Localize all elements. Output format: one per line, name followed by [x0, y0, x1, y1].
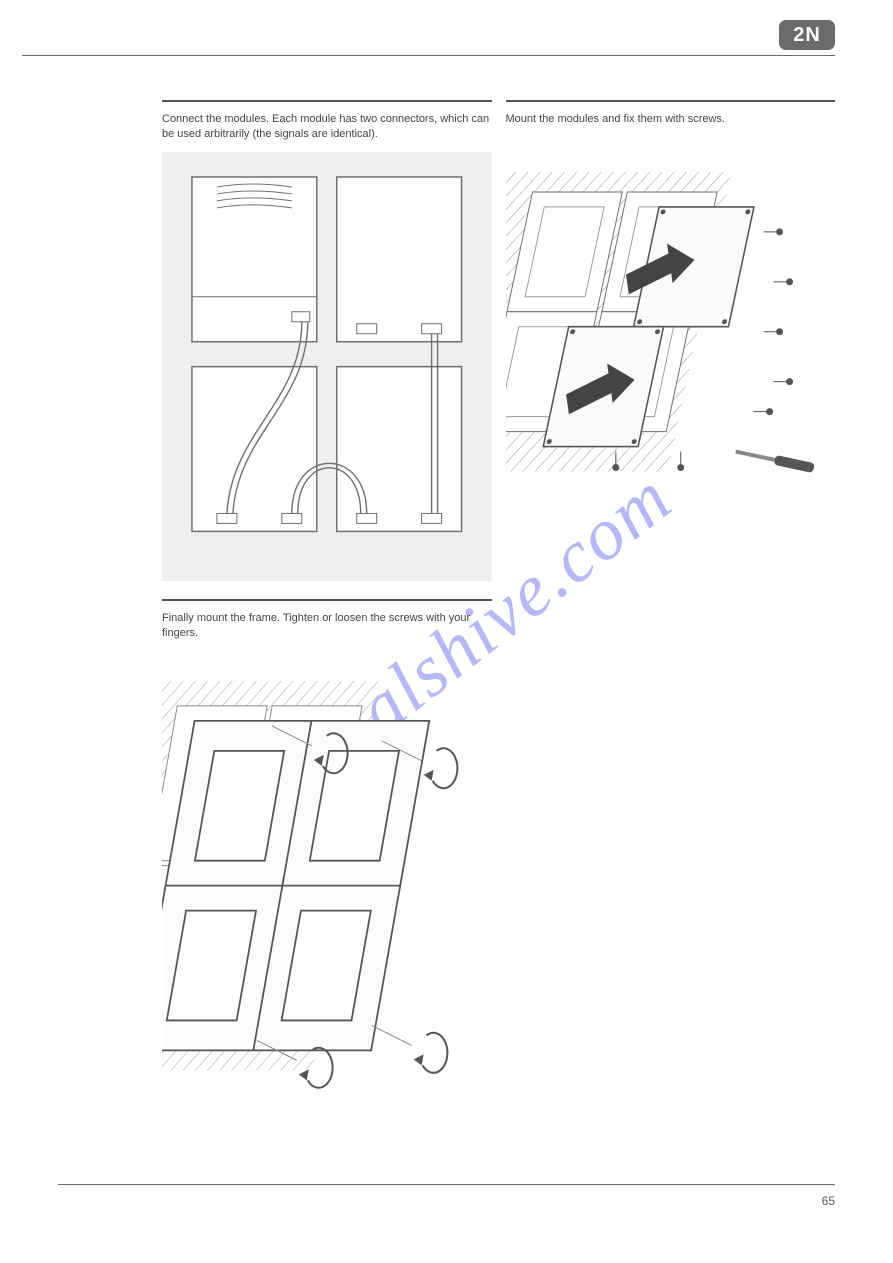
figure-bottom-right-empty [506, 599, 836, 1120]
figure-top-right: Mount the modules and fix them with scre… [506, 100, 836, 581]
wiring-diagram-svg [162, 152, 492, 581]
page-header: 2N [779, 20, 835, 50]
bottom-row: Finally mount the frame. Tighten or loos… [162, 599, 835, 1120]
assembly-svg [506, 152, 836, 511]
figure-caption: Finally mount the frame. Tighten or loos… [162, 611, 492, 651]
figure-caption: Connect the modules. Each module has two… [162, 112, 492, 152]
figure-bottom-left: Finally mount the frame. Tighten or loos… [162, 599, 492, 1120]
figure-rule [162, 100, 492, 102]
page-content: Connect the modules. Each module has two… [162, 100, 835, 1121]
figure-caption: Mount the modules and fix them with scre… [506, 112, 836, 152]
figure-top-left: Connect the modules. Each module has two… [162, 100, 492, 581]
header-rule [22, 55, 835, 56]
screwdriver-icon [734, 447, 814, 473]
brand-logo-text: 2N [793, 24, 821, 47]
top-row: Connect the modules. Each module has two… [162, 100, 835, 581]
footer-rule [58, 1184, 835, 1185]
frame-mount-svg [162, 651, 492, 1120]
figure-rule [506, 100, 836, 102]
brand-logo: 2N [779, 20, 835, 50]
page-number: 65 [822, 1194, 835, 1208]
figure-rule [162, 599, 492, 601]
